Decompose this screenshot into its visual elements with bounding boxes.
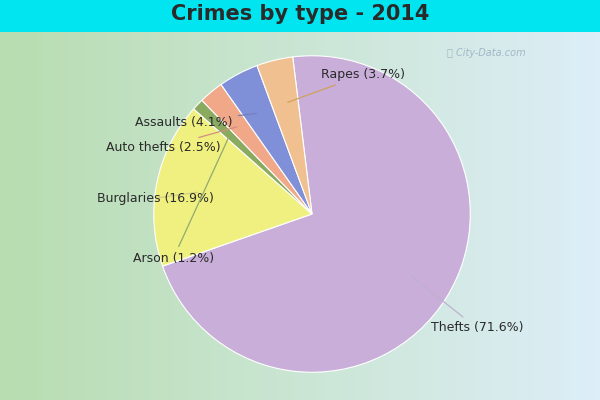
Text: Thefts (71.6%): Thefts (71.6%): [411, 276, 523, 334]
Wedge shape: [257, 57, 312, 214]
Text: Arson (1.2%): Arson (1.2%): [133, 138, 229, 265]
Wedge shape: [221, 66, 312, 214]
Text: Crimes by type - 2014: Crimes by type - 2014: [171, 4, 429, 24]
Wedge shape: [163, 56, 470, 372]
Text: Burglaries (16.9%): Burglaries (16.9%): [97, 192, 214, 205]
Text: Assaults (4.1%): Assaults (4.1%): [136, 114, 256, 129]
Text: Rapes (3.7%): Rapes (3.7%): [288, 68, 406, 102]
Wedge shape: [154, 109, 312, 266]
Text: Auto thefts (2.5%): Auto thefts (2.5%): [106, 127, 237, 154]
Wedge shape: [202, 84, 312, 214]
Wedge shape: [194, 100, 312, 214]
Text: ⓘ City-Data.com: ⓘ City-Data.com: [447, 48, 526, 58]
